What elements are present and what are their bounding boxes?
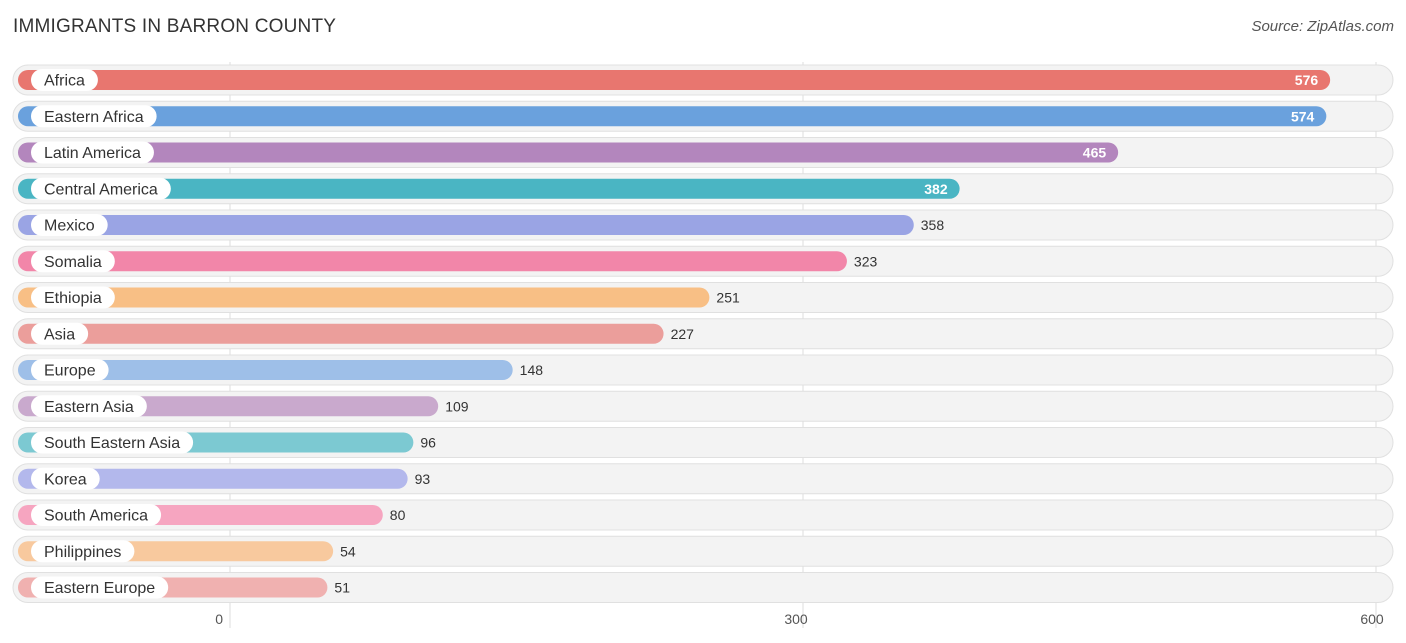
bar-row: Mexico 358 (12, 209, 1394, 241)
bar-row: Somalia 323 (12, 245, 1394, 277)
bar-track (12, 572, 1394, 603)
category-label: Ethiopia (44, 290, 102, 307)
category-label: Central America (44, 181, 158, 198)
bar (18, 251, 847, 272)
category-label: Korea (44, 471, 87, 488)
category-label: Somalia (44, 254, 102, 271)
bar-row: Europe 148 (12, 354, 1394, 386)
category-label: Mexico (44, 218, 95, 235)
bar (18, 106, 1327, 127)
bar (18, 70, 1331, 90)
value-label: 109 (445, 398, 469, 414)
bar-row: Eastern Europe 51 (12, 572, 1394, 603)
category-pill (31, 177, 171, 200)
category-pill (31, 69, 98, 91)
value-label: 93 (415, 471, 431, 487)
bar-row: Eastern Africa 574 (12, 100, 1394, 132)
category-label: Europe (44, 363, 96, 380)
value-label: 574 (1291, 108, 1315, 124)
category-label: Asia (44, 326, 75, 343)
chart-title: IMMIGRANTS IN BARRON COUNTY (13, 16, 337, 37)
x-tick-label: 300 (784, 611, 808, 627)
category-label: South America (44, 508, 148, 525)
bar-track (12, 535, 1394, 567)
bar-row: Ethiopia 251 (12, 282, 1394, 313)
category-pill (31, 214, 108, 236)
category-label: Latin America (44, 145, 141, 162)
value-label: 51 (334, 580, 350, 596)
value-label: 358 (921, 217, 945, 233)
category-pill (31, 359, 109, 381)
value-label: 382 (924, 181, 948, 197)
bar (18, 178, 960, 199)
category-pill (31, 467, 100, 490)
bar-row: Korea 93 (12, 463, 1394, 495)
x-tick-label: 600 (1360, 611, 1384, 627)
value-label: 576 (1295, 72, 1319, 88)
bar (18, 142, 1119, 163)
bars: Africa 576 Eastern Africa 574 Latin America 4… (12, 64, 1394, 603)
category-pill (31, 504, 162, 526)
value-label: 54 (340, 543, 356, 559)
bar-row: Latin America 465 (12, 137, 1394, 168)
bar-row: Central America 382 (12, 173, 1394, 205)
category-pill (31, 286, 115, 309)
category-pill (31, 540, 135, 563)
bar (18, 215, 914, 235)
bar (18, 360, 513, 380)
bar (18, 468, 408, 489)
bar-row: Africa 576 (12, 64, 1394, 96)
category-label: Eastern Europe (44, 580, 155, 597)
bar (18, 323, 664, 344)
value-label: 96 (420, 435, 436, 451)
category-pill (31, 395, 147, 418)
bar-row: Asia 227 (12, 318, 1394, 350)
bar-row: Eastern Asia 109 (12, 390, 1394, 422)
bar-row: South America 80 (12, 499, 1394, 531)
bar-row: South Eastern Asia 96 (12, 427, 1394, 458)
category-pill (31, 322, 89, 345)
category-pill (31, 141, 154, 164)
value-label: 251 (716, 290, 740, 306)
category-pill (31, 431, 194, 454)
x-axis: 0 300 600 (215, 611, 1384, 627)
category-pill (31, 576, 169, 599)
value-label: 227 (671, 326, 695, 342)
category-label: Eastern Africa (44, 109, 144, 126)
category-label: South Eastern Asia (44, 435, 180, 452)
value-label: 80 (390, 507, 406, 523)
category-pill (31, 105, 157, 128)
value-label: 148 (520, 362, 544, 378)
bar (18, 287, 710, 308)
value-label: 465 (1083, 145, 1107, 161)
category-pill (31, 250, 115, 273)
bar-row: Philippines 54 (12, 535, 1394, 567)
source-note: Source: ZipAtlas.com (1251, 18, 1394, 35)
category-label: Eastern Asia (44, 399, 134, 416)
category-label: Philippines (44, 544, 121, 561)
x-tick-label: 0 (215, 611, 223, 627)
category-label: Africa (44, 73, 85, 90)
value-label: 323 (854, 253, 878, 269)
